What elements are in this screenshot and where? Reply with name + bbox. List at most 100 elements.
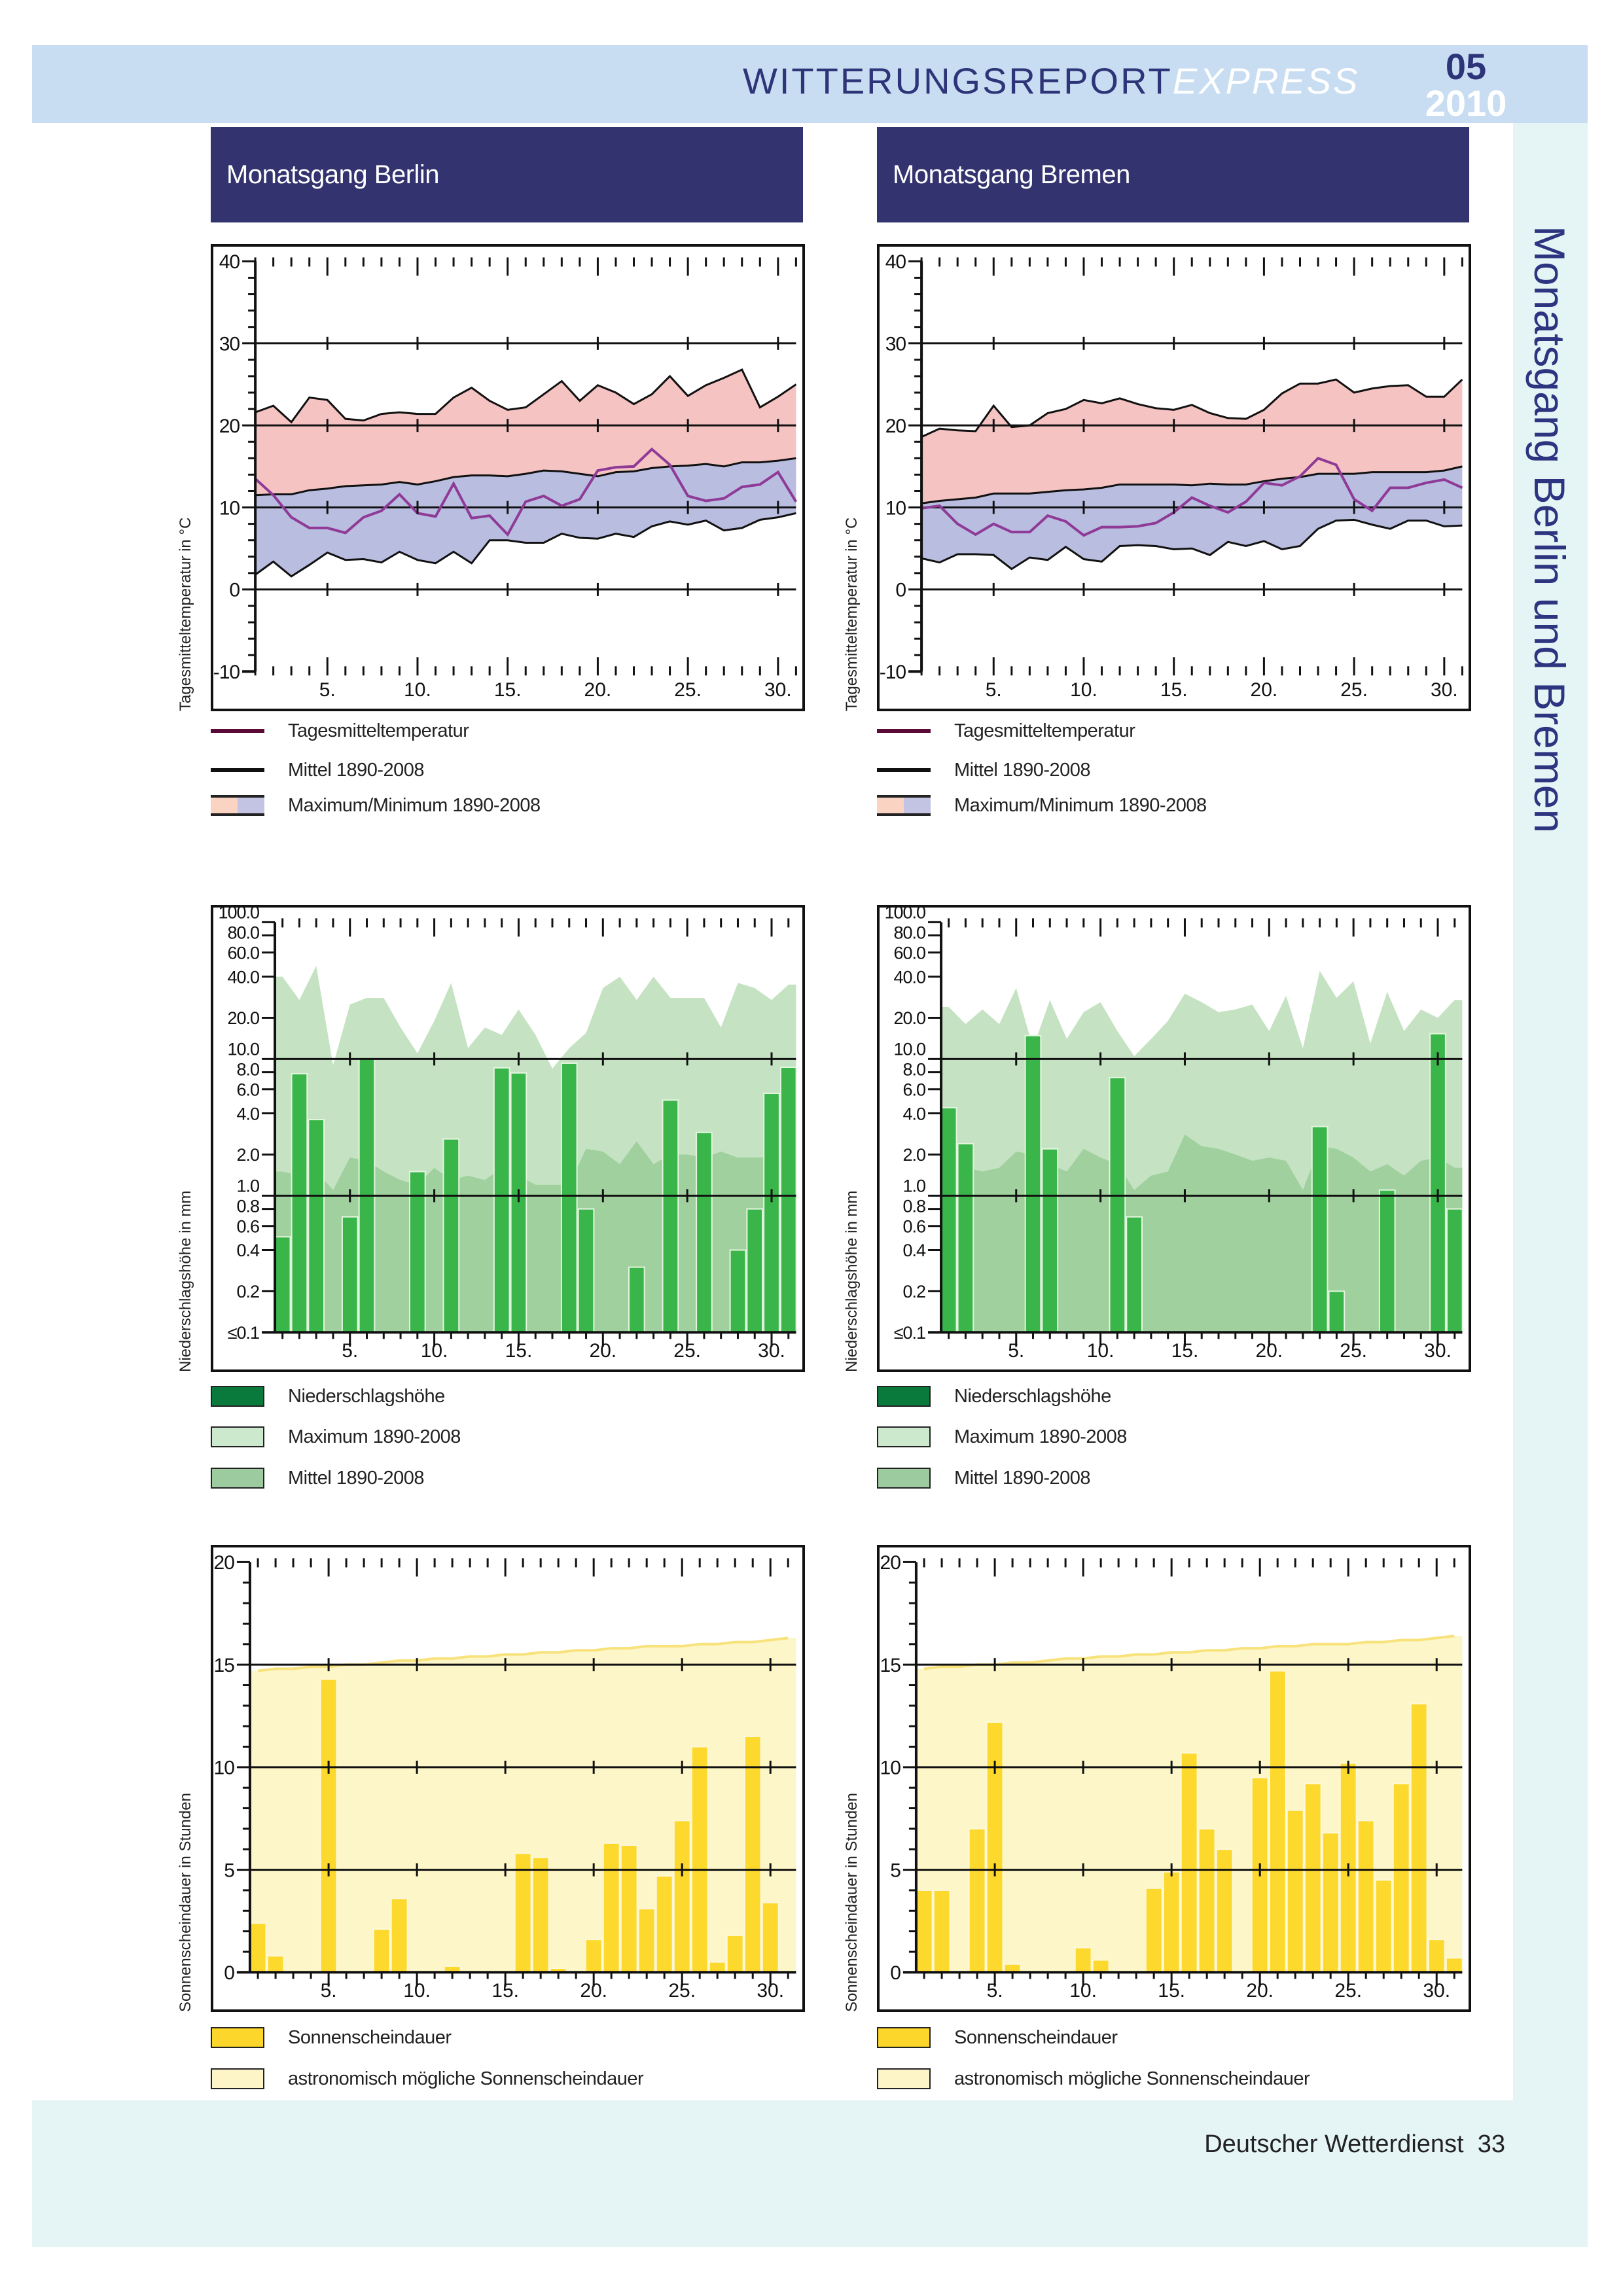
daily-temp-line: [254, 447, 798, 537]
publisher: Deutscher Wetterdienst: [1204, 2130, 1464, 2158]
daily-temp-line: [921, 457, 1463, 537]
legend-label: Niederschlagshöhe: [954, 1386, 1111, 1407]
x-tick-label: 10.: [403, 1980, 431, 2002]
legend-swatch: [877, 1468, 931, 1489]
sunshine-bar: [637, 1908, 656, 1973]
x-tick-label: 10.: [421, 1340, 448, 1362]
legend-item-precip-max: Maximum 1890-2008: [211, 1424, 800, 1450]
y-tick-label: 80.0: [228, 923, 260, 942]
x-tick-label: 10.: [404, 679, 431, 701]
legend-item-astro-sunshine: astronomisch mögliche Sonnenscheindauer: [211, 2066, 800, 2092]
legend-label: Maximum/Minimum 1890-2008: [954, 795, 1207, 816]
y-tick-label: 10: [880, 1757, 901, 1779]
sunshine-bar: [1357, 1820, 1375, 1973]
y-tick-label: 4.0: [237, 1104, 260, 1123]
sunshine-bar: [1304, 1782, 1322, 1973]
x-tick-label: 25.: [1340, 679, 1368, 701]
precip-bar: [1446, 1208, 1463, 1333]
y-tick-label: 20.0: [894, 1008, 926, 1028]
x-tick-label: 10.: [1070, 679, 1097, 701]
y-tick-label: 40: [885, 251, 906, 273]
mean-line: [921, 465, 1463, 504]
legend-label: Mittel 1890-2008: [288, 760, 425, 781]
x-tick-label: 20.: [584, 679, 612, 701]
sunshine-bar: [1268, 1670, 1287, 1973]
sunshine-bar: [1427, 1939, 1446, 1973]
precip-bar: [1024, 1034, 1042, 1333]
precip-bar: [308, 1119, 325, 1333]
precip-bar: [940, 1106, 957, 1333]
berlin-sunshine-chart: 0 5 10 15 20 5. 10. 15. 20. 25. 30.: [211, 1545, 805, 2012]
y-tick-label: 60.0: [228, 943, 260, 963]
precip-bar: [628, 1266, 645, 1333]
x-tick-label: 15.: [505, 1340, 533, 1362]
legend-item-precip-max: Maximum 1890-2008: [877, 1424, 1466, 1450]
legend-label: astronomisch mögliche Sonnenscheindauer: [954, 2068, 1310, 2089]
sunshine-bar: [1251, 1776, 1269, 1973]
y-tick-label: 100.0: [884, 905, 925, 922]
legend-label: Mittel 1890-2008: [954, 760, 1091, 781]
precip-bar: [779, 1067, 797, 1333]
x-tick-label: 20.: [589, 1340, 616, 1362]
y-tick-label: 20.0: [228, 1008, 260, 1028]
legend-label: Maximum/Minimum 1890-2008: [288, 795, 541, 816]
x-tick-label: 5.: [987, 1980, 1003, 2002]
bremen-title: Monatsgang Bremen: [877, 127, 1469, 222]
side-band: [1513, 123, 1588, 2100]
x-tick-label: 30.: [1431, 679, 1458, 701]
x-tick-label: 20.: [1251, 679, 1278, 701]
sunshine-bar: [372, 1928, 391, 1973]
y-tick-label: 0.2: [903, 1282, 926, 1301]
precip-bar: [577, 1208, 595, 1333]
y-tick-label: -10: [880, 662, 906, 683]
sunshine-bar: [1092, 1959, 1110, 1973]
min-line: [921, 518, 1463, 571]
legend-item-daily-temp: Tagesmitteltemperatur: [877, 718, 1466, 744]
issue-month: 05: [1445, 46, 1487, 87]
sunshine-bar: [1321, 1832, 1340, 1973]
y-tick-label: 15: [880, 1655, 901, 1676]
x-tick-label: 25.: [673, 1340, 701, 1362]
berlin-sunshine-ylabel: Sonnenscheindauer in Stunden: [177, 1793, 194, 2012]
y-tick-label: 2.0: [903, 1145, 926, 1165]
sunshine-bar: [690, 1746, 709, 1973]
sunshine-bar: [319, 1678, 338, 1973]
x-tick-label: 25.: [668, 1980, 696, 2002]
issue-date: 05 2010: [1420, 48, 1512, 122]
legend-item-astro-sunshine: astronomisch mögliche Sonnenscheindauer: [877, 2066, 1466, 2092]
y-tick-label: 0.4: [237, 1241, 260, 1260]
y-tick-label: 0: [890, 1962, 901, 1984]
x-tick-label: 25.: [674, 679, 702, 701]
bremen-precipitation-chart: ≤0.1 0.2 0.4 0.60.81.0 2.0 4.0 6.08.010.0 20.0 4…: [877, 905, 1471, 1372]
y-tick-label: 40.0: [228, 967, 260, 987]
x-tick-label: 20.: [1246, 1980, 1274, 2002]
y-tick-label: 2.0: [237, 1145, 260, 1165]
x-tick-label: 10.: [1087, 1340, 1115, 1362]
y-tick-label: 6.0: [903, 1080, 926, 1099]
legend-swatch: [211, 2068, 264, 2089]
min-band: [255, 458, 796, 576]
legend-swatch: [877, 795, 931, 816]
x-tick-label: 25.: [1334, 1980, 1362, 2002]
precip-bar: [1109, 1076, 1126, 1333]
precip-bar: [957, 1142, 974, 1333]
precip-bar: [493, 1067, 510, 1333]
max-band: [255, 369, 796, 495]
legend-label: Maximum 1890-2008: [954, 1426, 1127, 1447]
x-tick-label: 5.: [321, 1980, 337, 2002]
berlin-precipitation-ylabel: Niederschlagshöhe in mm: [177, 1190, 194, 1372]
sunshine-bar: [1198, 1828, 1216, 1973]
legend-item-maxmin: Maximum/Minimum 1890-2008: [211, 792, 800, 819]
legend-item-precip-mean: Mittel 1890-2008: [211, 1465, 800, 1491]
precip-bar: [274, 1236, 291, 1333]
y-tick-label: 30: [219, 334, 240, 355]
y-tick-label: ≤0.1: [894, 1323, 925, 1343]
berlin-precipitation-chart: ≤0.1 0.2 0.4 0.60.81.0 2.0 4.0 6.08.010.0 20.0 4…: [211, 905, 805, 1372]
legend-swatch: [211, 2027, 264, 2048]
legend-item-precip: Niederschlagshöhe: [211, 1383, 800, 1409]
max-band: [921, 379, 1463, 504]
x-tick-label: 15.: [1160, 679, 1188, 701]
precip-bar: [746, 1208, 764, 1333]
x-tick-label: 5.: [342, 1340, 358, 1362]
y-tick-label: 0.6: [903, 1216, 926, 1236]
